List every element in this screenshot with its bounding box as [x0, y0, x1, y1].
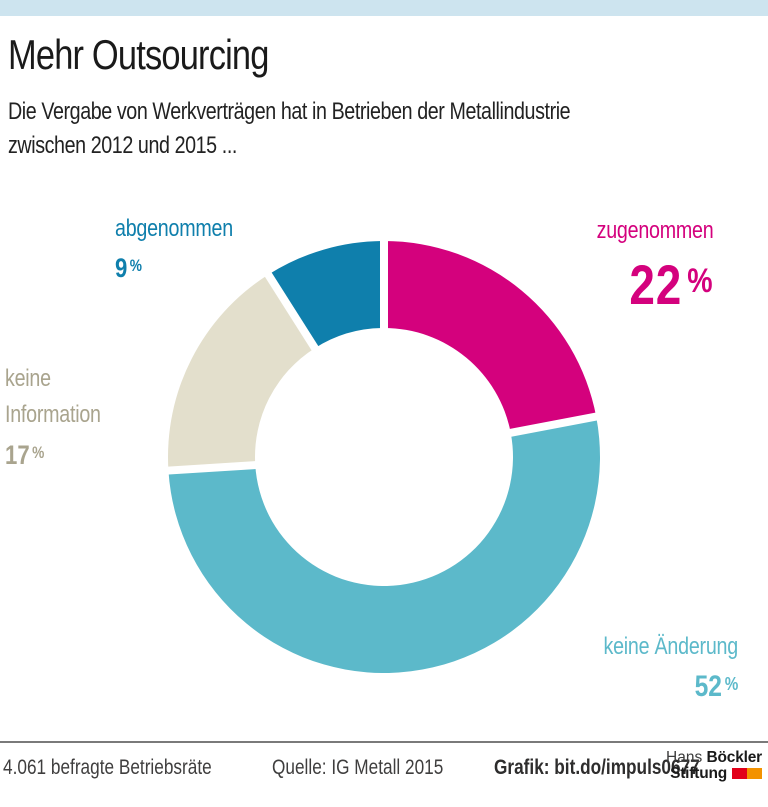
logo-mark-icon: [732, 768, 762, 779]
footer: 4.061 befragte Betriebsräte Quelle: IG M…: [3, 756, 745, 780]
logo-name-regular: Hans: [666, 749, 703, 766]
logo-line2: Stiftung: [670, 765, 727, 782]
donut-segment-abgenommen: [268, 241, 384, 349]
callout-keine-aenderung: keine Änderung 52%: [574, 632, 739, 706]
callout-zugenommen: zugenommen 22%: [571, 216, 713, 320]
footer-sample-size: 4.061 befragte Betriebsräte: [3, 756, 212, 779]
percent-sign: %: [32, 443, 45, 463]
page-title: Mehr Outsourcing: [8, 31, 269, 78]
segment-label-zugenommen: zugenommen: [596, 217, 713, 244]
percent-sign: %: [129, 256, 142, 276]
segment-label-keine-aenderung: keine Änderung: [603, 633, 739, 660]
footer-divider: [0, 741, 768, 743]
segment-separator: [164, 460, 260, 475]
donut-segment-keine-änderung: [168, 416, 601, 673]
page-subtitle: Die Vergabe von Werkverträgen hat in Bet…: [8, 95, 694, 163]
subtitle-line-2: zwischen 2012 und 2015 ...: [8, 132, 237, 159]
footer-credit-link[interactable]: Grafik: bit.do/impuls0677: [494, 756, 701, 779]
segment-value-abgenommen: 9%: [115, 253, 142, 283]
segment-separator: [506, 411, 601, 438]
segment-label-keine-information: keine Information: [5, 365, 101, 428]
segment-label-abgenommen: abgenommen: [115, 215, 233, 242]
top-accent-bar: [0, 0, 768, 16]
callout-abgenommen: abgenommen 9%: [115, 214, 259, 286]
callout-keine-information: keine Information 17%: [5, 361, 135, 473]
logo-name-bold: Böckler: [706, 749, 763, 766]
percent-sign: %: [686, 261, 713, 300]
segment-separator: [262, 269, 321, 354]
donut-segment-keine-information: [168, 274, 315, 471]
footer-source: Quelle: IG Metall 2015: [271, 756, 443, 779]
percent-sign: %: [724, 672, 738, 694]
segment-value-zugenommen: 22%: [629, 253, 713, 316]
donut-segment-zugenommen: [384, 241, 597, 433]
segment-value-keine-information: 17%: [5, 440, 45, 470]
subtitle-line-1: Die Vergabe von Werkverträgen hat in Bet…: [8, 98, 571, 125]
hans-boeckler-stiftung-logo: Hans Böckler Stiftung: [666, 750, 762, 782]
segment-value-keine-aenderung: 52%: [694, 670, 738, 703]
